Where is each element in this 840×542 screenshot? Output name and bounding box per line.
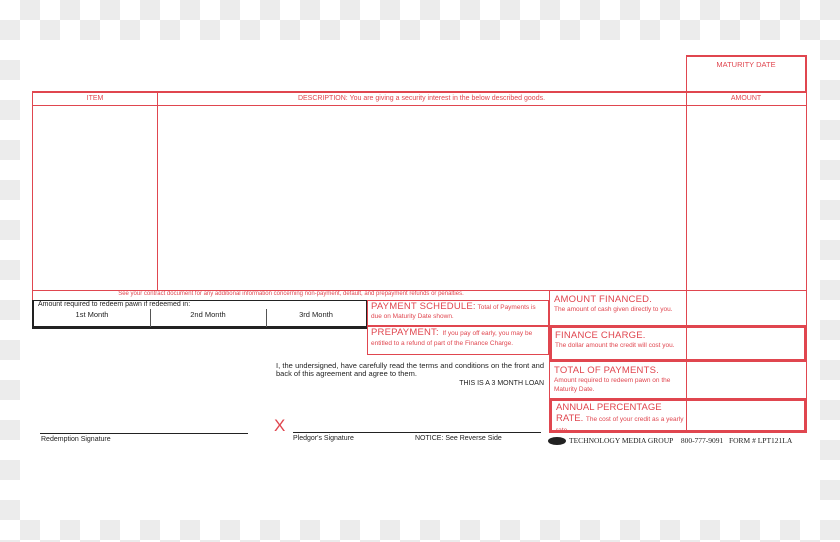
reverse-side-notice: NOTICE: See Reverse Side	[415, 435, 502, 442]
redemption-signature-line[interactable]	[40, 433, 248, 434]
redeem-label: Amount required to redeem pawn if redeem…	[38, 301, 191, 308]
items-table: ITEM DESCRIPTION: You are giving a secur…	[32, 91, 807, 291]
total-payments-field[interactable]	[687, 362, 807, 398]
contract-notice: See your contract document for any addit…	[118, 291, 464, 297]
month-1-label[interactable]: 1st Month	[75, 310, 109, 319]
total-payments-box: TOTAL OF PAYMENTS. Amount required to red…	[549, 361, 807, 399]
finance-charge-box: FINANCE CHARGE. The dollar amount the cre…	[549, 325, 807, 362]
amount-financed-field[interactable]	[687, 291, 807, 325]
description-header: DESCRIPTION: You are giving a security i…	[157, 95, 686, 102]
publisher-name: TECHNOLOGY MEDIA GROUP	[569, 436, 674, 445]
payment-schedule-title: PAYMENT SCHEDULE:	[371, 301, 476, 312]
pledgor-signature-label: Pledgor's Signature	[293, 435, 354, 442]
prepayment-title: PREPAYMENT:	[371, 327, 439, 338]
description-label: DESCRIPTION:	[297, 95, 348, 102]
apr-title: ANNUAL PERCENTAGE RATE.	[556, 402, 662, 424]
total-payments-text: Amount required to redeem pawn on the Ma…	[554, 377, 671, 393]
maturity-date-box[interactable]: MATURITY DATE	[686, 55, 807, 92]
redeem-amounts-box: Amount required to redeem pawn if redeem…	[32, 300, 367, 329]
payment-schedule-text: Total of Payments is due on Maturity Dat…	[371, 304, 536, 320]
x-mark: X	[274, 416, 286, 435]
publisher-footer: TECHNOLOGY MEDIA GROUP 800-777-9091 FORM…	[569, 436, 792, 445]
pledgor-signature-line[interactable]	[293, 432, 541, 433]
amount-field[interactable]	[687, 107, 806, 291]
prepayment-box: PREPAYMENT: If you pay off early, you ma…	[367, 326, 549, 355]
agreement-text: I, the undersigned, have carefully read …	[276, 361, 544, 378]
amount-financed-text: The amount of cash given directly to you…	[554, 306, 673, 313]
publisher-phone: 800-777-9091	[680, 436, 724, 445]
amount-header: AMOUNT	[730, 95, 762, 102]
amount-financed-box: AMOUNT FINANCED. The amount of cash given…	[549, 290, 807, 326]
item-header: ITEM	[86, 95, 104, 102]
finance-charge-field[interactable]	[687, 328, 804, 359]
payment-schedule-box: PAYMENT SCHEDULE: Total of Payments is d…	[367, 300, 549, 326]
loan-term: THIS IS A 3 MONTH LOAN	[459, 380, 544, 387]
apr-box: ANNUAL PERCENTAGE RATE. The cost of your…	[549, 398, 807, 434]
apr-text: The cost of your credit as a yearly rate…	[556, 416, 684, 434]
publisher-logo-icon	[548, 437, 566, 445]
redemption-signature-label: Redemption Signature	[41, 436, 111, 443]
finance-charge-text: The dollar amount the credit will cost y…	[555, 342, 675, 349]
month-2-label[interactable]: 2nd Month	[190, 310, 226, 319]
amount-financed-title: AMOUNT FINANCED.	[554, 294, 653, 305]
description-text: You are giving a security interest in th…	[349, 95, 546, 102]
item-field[interactable]	[33, 107, 157, 291]
prepayment-text: If you pay off early, you may be entitle…	[371, 330, 533, 347]
maturity-date-label: MATURITY DATE	[716, 60, 776, 69]
form-number: FORM # LPT121LA	[728, 436, 793, 445]
total-payments-title: TOTAL OF PAYMENTS.	[554, 365, 659, 376]
finance-charge-title: FINANCE CHARGE.	[555, 330, 646, 341]
apr-field[interactable]	[687, 401, 804, 430]
month-3-label[interactable]: 3rd Month	[299, 310, 333, 319]
description-field[interactable]	[158, 107, 686, 291]
